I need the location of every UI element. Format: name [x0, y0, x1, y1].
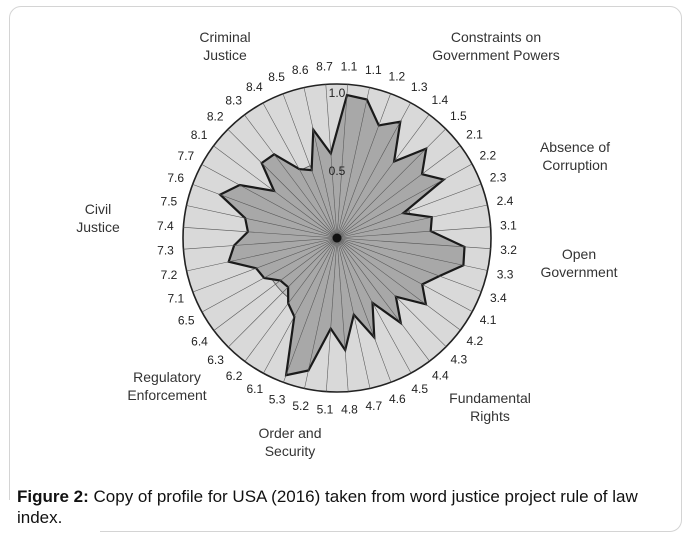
caption-text: Copy of profile for USA (2016) taken fro…: [17, 487, 638, 527]
tick-label: 1.5: [450, 109, 467, 123]
tick-label: 6.2: [226, 369, 243, 383]
scale-label-max: 1.0: [329, 86, 346, 100]
tick-label: 2.3: [490, 171, 507, 185]
tick-label: 1.2: [389, 70, 406, 84]
figure-caption: Figure 2: Copy of profile for USA (2016)…: [17, 486, 667, 528]
radar-chart: 1.1 1.1 1.2 1.3 1.41.5 2.1 2.2 2.3 2.4 3.1 3.2 3.3 3…: [0, 0, 683, 490]
tick-label: 6.5: [178, 314, 195, 328]
tick-label: 4.7: [365, 399, 382, 413]
tick-label: 7.1: [168, 291, 185, 305]
tick-label: 1.3: [411, 80, 428, 94]
tick-label: 7.4: [157, 219, 174, 233]
tick-label: 4.3: [450, 352, 467, 366]
tick-label: 8.1: [191, 128, 208, 142]
center-hub: [333, 234, 342, 243]
tick-label: 1.4: [432, 93, 449, 107]
tick-label: 7.3: [157, 244, 174, 258]
tick-label: 4.6: [389, 392, 406, 406]
tick-label: 5.1: [317, 403, 334, 417]
tick-label: 8.5: [268, 70, 285, 84]
tick-label: 2.4: [497, 194, 514, 208]
scale-label-mid: 0.5: [329, 164, 346, 178]
tick-label: 4.2: [467, 334, 484, 348]
tick-label: 6.3: [207, 353, 224, 367]
tick-label: 1.1: [341, 59, 358, 73]
tick-label: 8.2: [207, 110, 224, 124]
tick-label: 7.7: [178, 149, 195, 163]
tick-label: 5.2: [292, 399, 309, 413]
tick-label: 4.1: [480, 313, 497, 327]
tick-label: 8.4: [246, 80, 263, 94]
tick-label: 1.1: [365, 63, 382, 77]
tick-label: 8.6: [292, 63, 309, 77]
tick-label: 7.5: [161, 195, 178, 209]
tick-label: 8.7: [316, 60, 333, 74]
tick-label: 4.8: [341, 403, 358, 417]
tick-label: 3.2: [500, 243, 517, 257]
tick-label: 2.2: [479, 148, 496, 162]
tick-label: 4.5: [411, 382, 428, 396]
tick-label: 7.2: [161, 268, 178, 282]
tick-label: 3.3: [497, 267, 514, 281]
caption-label: Figure 2:: [17, 487, 89, 506]
tick-label: 6.4: [191, 334, 208, 348]
tick-label: 7.6: [167, 171, 184, 185]
tick-label: 8.3: [225, 94, 242, 108]
tick-label: 3.1: [500, 219, 517, 233]
tick-label: 3.4: [490, 291, 507, 305]
tick-label: 5.3: [269, 392, 286, 406]
tick-label: 4.4: [432, 369, 449, 383]
tick-label: 2.1: [466, 128, 483, 142]
tick-label: 6.1: [246, 382, 263, 396]
